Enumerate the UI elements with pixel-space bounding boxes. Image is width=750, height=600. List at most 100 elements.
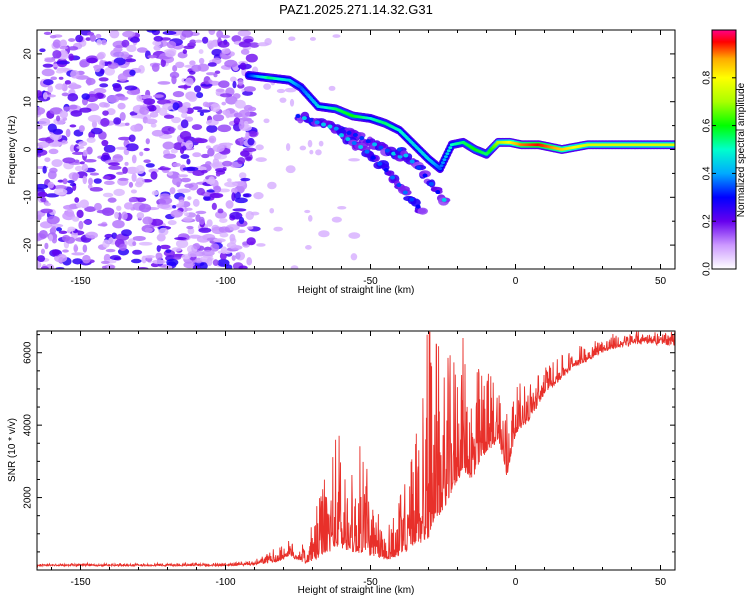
- noise-blob: [198, 216, 205, 225]
- noise-blob: [219, 232, 229, 238]
- noise-blob: [75, 34, 84, 43]
- noise-blob: [185, 140, 194, 150]
- noise-blob: [160, 58, 166, 68]
- branch-core: [327, 124, 333, 129]
- noise-blob: [96, 52, 105, 60]
- noise-blob: [153, 35, 164, 42]
- noise-blob: [110, 49, 122, 58]
- noise-blob: [165, 50, 175, 58]
- noise-blob: [86, 146, 93, 155]
- noise-blob: [165, 264, 173, 269]
- noise-blob: [63, 106, 71, 112]
- noise-blob: [171, 75, 177, 85]
- noise-blob: [214, 70, 221, 75]
- noise-blob: [145, 138, 150, 145]
- noise-blob: [45, 193, 60, 198]
- noise-blob: [101, 139, 109, 147]
- noise-blob: [198, 57, 205, 65]
- noise-blob: [85, 37, 91, 41]
- noise-blob: [201, 250, 215, 257]
- colorbar-gradient: [711, 29, 737, 270]
- noise-blob: [218, 188, 231, 193]
- noise-blob: [123, 202, 134, 210]
- snr-content: [37, 331, 675, 568]
- noise-blob: [213, 73, 218, 78]
- noise-blob: [40, 197, 47, 203]
- noise-blob: [289, 98, 295, 107]
- noise-blob: [213, 238, 226, 243]
- noise-blob: [79, 107, 92, 113]
- noise-blob: [62, 249, 69, 253]
- spectrogram-xlabel: Height of straight line (km): [298, 285, 415, 296]
- noise-blob: [103, 144, 116, 153]
- noise-blob: [172, 205, 177, 209]
- noise-blob: [195, 39, 203, 43]
- noise-blob: [38, 230, 48, 239]
- noise-blob: [132, 241, 137, 246]
- noise-blob: [212, 157, 220, 167]
- noise-blob: [78, 125, 85, 133]
- noise-blob: [68, 38, 76, 42]
- noise-blob: [135, 197, 147, 203]
- noise-blob: [290, 265, 299, 269]
- noise-blob: [307, 214, 313, 222]
- noise-blob: [42, 63, 54, 68]
- noise-blob: [170, 209, 183, 218]
- noise-blob: [82, 175, 88, 185]
- noise-blob: [246, 226, 254, 230]
- y-tick-label: 10: [23, 96, 34, 108]
- noise-blob: [143, 159, 151, 164]
- noise-blob: [177, 107, 188, 113]
- noise-blob: [249, 42, 260, 48]
- x-tick-label: -100: [215, 577, 235, 588]
- noise-blob: [163, 153, 177, 159]
- noise-blob: [88, 177, 93, 186]
- noise-blob: [152, 94, 164, 98]
- branch-core: [346, 130, 352, 135]
- noise-blob: [151, 129, 165, 137]
- noise-blob: [157, 81, 171, 85]
- noise-blob: [348, 158, 360, 162]
- branch-core: [397, 154, 403, 159]
- noise-blob: [206, 72, 216, 76]
- noise-blob: [214, 168, 227, 172]
- noise-blob: [162, 141, 175, 150]
- noise-blob: [307, 139, 313, 148]
- noise-blob: [276, 88, 286, 94]
- noise-blob: [229, 76, 237, 83]
- snr-panel: -150 -100 -50 0 50 2000 4000 6000 Height of str…: [7, 330, 676, 596]
- noise-blob: [138, 241, 153, 246]
- noise-blob: [267, 181, 277, 190]
- noise-blob: [165, 249, 172, 254]
- branch-core: [352, 132, 358, 137]
- noise-blob: [53, 185, 68, 190]
- noise-blob: [235, 251, 246, 261]
- noise-blob: [182, 216, 193, 222]
- noise-blob: [263, 118, 270, 124]
- noise-blob: [86, 31, 95, 36]
- noise-blob: [202, 195, 211, 201]
- noise-blob: [238, 216, 245, 225]
- noise-blob: [264, 38, 272, 46]
- noise-blob: [158, 227, 169, 236]
- noise-blob: [202, 101, 210, 108]
- noise-blob: [89, 34, 97, 42]
- noise-blob: [78, 220, 84, 230]
- noise-blob: [62, 178, 68, 185]
- noise-blob: [172, 91, 185, 98]
- noise-blob: [206, 189, 216, 193]
- noise-blob: [192, 198, 200, 207]
- noise-blob: [147, 105, 157, 112]
- branch-core: [321, 122, 327, 127]
- x-tick-label: -150: [70, 577, 90, 588]
- noise-blob: [118, 136, 131, 141]
- track-core: [448, 146, 453, 150]
- noise-blob: [177, 85, 192, 89]
- noise-blob: [84, 206, 97, 213]
- snr-xlabel: Height of straight line (km): [298, 585, 415, 596]
- noise-blob: [117, 73, 128, 82]
- noise-blob: [187, 196, 192, 201]
- noise-blob: [211, 48, 223, 57]
- noise-blob: [192, 106, 203, 111]
- y-tick-label: 0: [23, 146, 34, 152]
